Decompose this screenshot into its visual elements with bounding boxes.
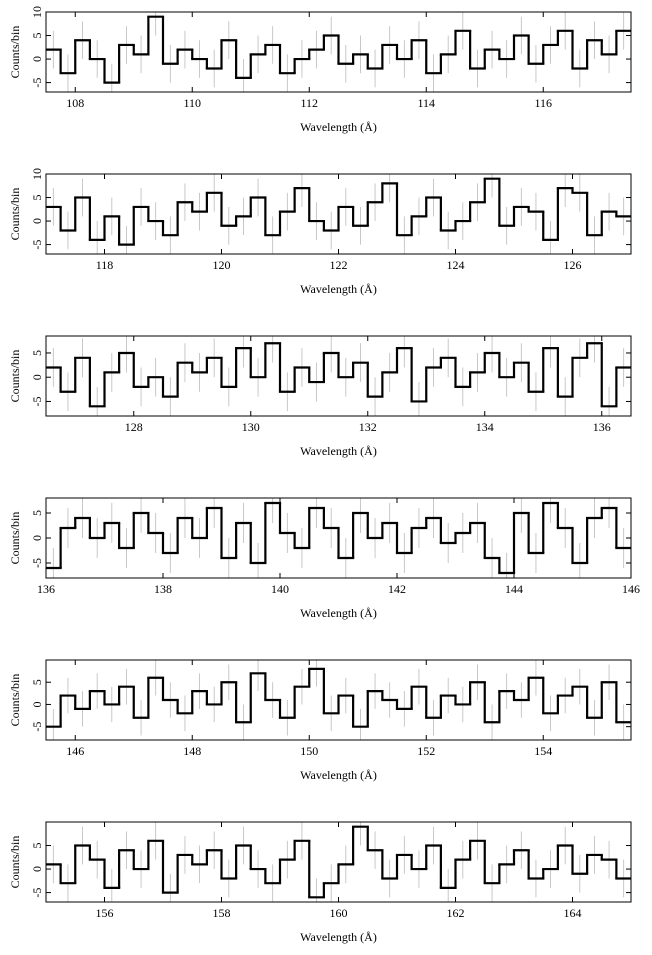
y-tick-label: 5 — [30, 195, 44, 201]
y-tick-label: -5 — [30, 888, 44, 898]
y-tick-label: 5 — [30, 679, 44, 685]
y-axis-label: Counts/bin — [8, 26, 22, 79]
plot-frame — [45, 11, 632, 93]
y-tick-label: 5 — [30, 350, 44, 356]
x-tick-label: 130 — [242, 420, 260, 434]
x-tick-label: 112 — [300, 96, 318, 110]
x-tick-label: 134 — [476, 420, 494, 434]
plot-frame — [45, 335, 632, 417]
y-tick-label: -5 — [30, 558, 44, 568]
y-tick-label: 0 — [30, 535, 44, 541]
y-axis-label: Counts/bin — [8, 836, 22, 889]
y-tick-label: -5 — [30, 722, 44, 732]
y-tick-label: 0 — [30, 56, 44, 62]
x-tick-label: 144 — [505, 582, 523, 596]
x-tick-label: 142 — [388, 582, 406, 596]
plot-area — [46, 12, 631, 92]
y-tick-label: -5 — [30, 396, 44, 406]
y-axis-label: Counts/bin — [8, 188, 22, 241]
plot-area — [46, 498, 631, 578]
x-tick-label: 114 — [417, 96, 435, 110]
x-tick-label: 162 — [447, 906, 465, 920]
x-tick-label: 146 — [622, 582, 640, 596]
x-tick-label: 132 — [359, 420, 377, 434]
x-axis-label: Wavelength (Å) — [300, 930, 377, 944]
x-axis-label: Wavelength (Å) — [300, 282, 377, 296]
x-tick-label: 126 — [564, 258, 582, 272]
x-axis-label: Wavelength (Å) — [300, 444, 377, 458]
y-tick-label: 0 — [30, 701, 44, 707]
y-tick-label: 5 — [30, 510, 44, 516]
y-tick-label: 10 — [30, 6, 44, 18]
y-axis-label: Counts/bin — [8, 512, 22, 565]
x-tick-label: 156 — [96, 906, 114, 920]
x-tick-label: 108 — [66, 96, 84, 110]
y-axis-label: Counts/bin — [8, 350, 22, 403]
x-tick-label: 118 — [96, 258, 114, 272]
x-tick-label: 164 — [564, 906, 582, 920]
y-tick-label: -5 — [30, 78, 44, 88]
x-tick-label: 160 — [330, 906, 348, 920]
x-tick-label: 150 — [300, 744, 318, 758]
x-axis-label: Wavelength (Å) — [300, 120, 377, 134]
plot-area — [46, 660, 631, 740]
x-tick-label: 146 — [66, 744, 84, 758]
plot-area — [46, 174, 631, 254]
y-tick-label: 0 — [30, 866, 44, 872]
x-tick-label: 124 — [447, 258, 465, 272]
x-tick-label: 140 — [271, 582, 289, 596]
x-tick-label: 148 — [183, 744, 201, 758]
x-tick-label: 138 — [154, 582, 172, 596]
y-tick-label: 5 — [30, 843, 44, 849]
y-tick-label: 0 — [30, 218, 44, 224]
x-tick-label: 116 — [534, 96, 552, 110]
y-axis-label: Counts/bin — [8, 674, 22, 727]
x-tick-label: 158 — [213, 906, 231, 920]
x-tick-label: 122 — [330, 258, 348, 272]
x-axis-label: Wavelength (Å) — [300, 606, 377, 620]
plot-area — [46, 336, 631, 416]
plot-frame — [45, 659, 632, 741]
y-tick-label: 10 — [30, 168, 44, 180]
plot-area — [46, 822, 631, 902]
x-tick-label: 128 — [125, 420, 143, 434]
x-tick-label: 136 — [37, 582, 55, 596]
y-tick-label: -5 — [30, 240, 44, 250]
x-tick-label: 110 — [183, 96, 201, 110]
y-tick-label: 0 — [30, 374, 44, 380]
x-axis-label: Wavelength (Å) — [300, 768, 377, 782]
x-tick-label: 154 — [534, 744, 552, 758]
x-tick-label: 136 — [593, 420, 611, 434]
x-tick-label: 152 — [417, 744, 435, 758]
x-tick-label: 120 — [213, 258, 231, 272]
y-tick-label: 5 — [30, 33, 44, 39]
